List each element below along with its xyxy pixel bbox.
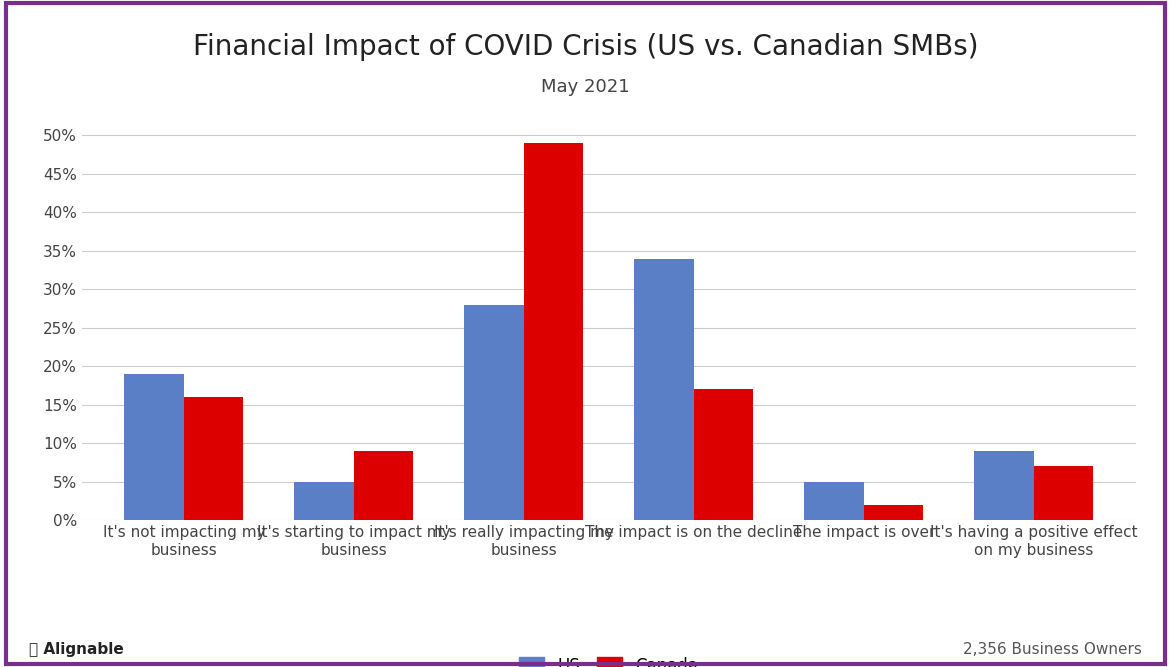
Legend: US, Canada: US, Canada: [520, 656, 698, 667]
Bar: [694, 390, 753, 520]
Bar: [523, 143, 583, 520]
Text: Ⓢ Alignable: Ⓢ Alignable: [29, 642, 124, 657]
Bar: [1034, 466, 1094, 520]
Bar: [184, 397, 244, 520]
Bar: [465, 305, 523, 520]
Bar: [635, 259, 694, 520]
Text: May 2021: May 2021: [541, 78, 630, 95]
Bar: [354, 451, 413, 520]
Bar: [124, 374, 184, 520]
Text: 2,356 Business Owners: 2,356 Business Owners: [963, 642, 1142, 657]
Text: Financial Impact of COVID Crisis (US vs. Canadian SMBs): Financial Impact of COVID Crisis (US vs.…: [193, 33, 978, 61]
Bar: [974, 451, 1034, 520]
Bar: [294, 482, 354, 520]
Bar: [804, 482, 864, 520]
Bar: [864, 505, 924, 520]
